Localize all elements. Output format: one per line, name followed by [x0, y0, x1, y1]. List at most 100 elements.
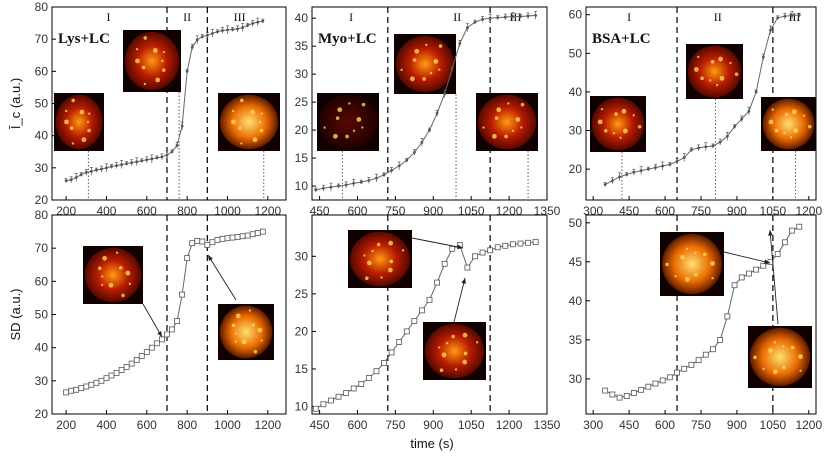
- y-tick-label: 50: [35, 308, 49, 322]
- region-label: II: [453, 10, 461, 24]
- data-point: [320, 401, 327, 408]
- data-point: [502, 242, 509, 249]
- data-point: [93, 379, 100, 386]
- bright-speck: [784, 112, 789, 117]
- data-point: [396, 339, 403, 345]
- data-point: [89, 169, 93, 173]
- data-point: [210, 31, 214, 35]
- data-point: [645, 383, 652, 390]
- bright-speck: [345, 134, 349, 139]
- data-point: [373, 368, 380, 375]
- bright-speck: [451, 334, 456, 339]
- data-point: [464, 264, 471, 271]
- bright-speck: [665, 262, 669, 267]
- data-point: [350, 385, 357, 392]
- bright-speck: [152, 48, 158, 53]
- data-point: [381, 360, 387, 366]
- y-tick-label: 35: [569, 333, 583, 347]
- arrow-head: [157, 331, 162, 337]
- bright-speck: [507, 102, 510, 105]
- data-point: [403, 328, 410, 335]
- sample-image: [748, 326, 812, 388]
- bright-speck: [143, 82, 147, 86]
- data-point: [747, 109, 751, 113]
- data-point: [487, 247, 494, 254]
- data-point: [419, 307, 425, 314]
- chart-panel-3: 200 400 600 800 1000 1200 20 30 40 50 60 70 80 SD (a.…: [8, 208, 287, 432]
- series-line: [604, 226, 800, 399]
- data-point: [616, 394, 623, 401]
- x-tick-label: 1050: [458, 418, 485, 432]
- bright-speck: [454, 368, 458, 371]
- data-point: [84, 170, 88, 174]
- x-tick-label: 750: [691, 204, 711, 218]
- bright-speck: [710, 59, 715, 64]
- data-point: [312, 405, 319, 412]
- arrow-head: [208, 255, 213, 261]
- data-point: [761, 55, 765, 59]
- bright-speck: [768, 348, 773, 353]
- bright-speck: [409, 76, 415, 82]
- data-point: [246, 23, 250, 27]
- data-point: [710, 346, 716, 353]
- data-point: [666, 374, 673, 381]
- bright-speck: [235, 313, 241, 319]
- bright-speck: [789, 136, 793, 139]
- sample-image: [761, 97, 816, 151]
- bright-speck: [121, 293, 125, 298]
- bright-speck: [260, 339, 263, 342]
- data-point: [110, 165, 113, 168]
- x-tick-label: 1050: [458, 204, 485, 218]
- bright-speck: [102, 255, 108, 261]
- data-point: [169, 326, 175, 333]
- bright-speck: [619, 136, 622, 139]
- bright-speck: [729, 61, 732, 65]
- bright-speck: [734, 72, 739, 77]
- x-tick-label: 1350: [534, 418, 561, 432]
- y-tick-label: 40: [35, 129, 49, 143]
- data-point: [746, 270, 752, 277]
- sample-image: [590, 96, 646, 152]
- data-point: [790, 14, 794, 17]
- bright-speck: [700, 76, 704, 81]
- bright-speck: [429, 71, 433, 75]
- bright-speck: [711, 277, 714, 280]
- bright-speck: [762, 367, 765, 371]
- data-point: [534, 13, 538, 17]
- bright-speck: [162, 50, 166, 54]
- data-point: [724, 313, 731, 320]
- data-point: [251, 22, 255, 25]
- data-point: [603, 183, 607, 186]
- data-point: [145, 158, 149, 162]
- bright-speck: [231, 323, 236, 328]
- region-label: I: [106, 10, 110, 24]
- bright-speck: [400, 68, 403, 72]
- data-point: [133, 357, 140, 363]
- data-point: [78, 385, 85, 392]
- bright-speck: [86, 120, 90, 124]
- data-point: [796, 223, 803, 230]
- bright-speck: [774, 128, 779, 133]
- bright-speck: [231, 119, 236, 125]
- bright-speck: [694, 251, 697, 255]
- data-point: [143, 349, 150, 355]
- data-point: [190, 45, 194, 49]
- data-point: [128, 360, 135, 367]
- y-tick-label: 70: [35, 241, 49, 255]
- data-point: [115, 164, 118, 167]
- y-tick-label: 30: [295, 249, 309, 263]
- x-axis-label: time (s): [410, 436, 453, 451]
- bright-speck: [64, 119, 69, 125]
- data-point: [458, 41, 462, 45]
- bright-speck: [597, 119, 603, 125]
- droplet-disk: [349, 231, 411, 287]
- data-point: [199, 238, 206, 245]
- bright-speck: [612, 131, 616, 135]
- annotation-arrow: [723, 251, 771, 264]
- data-point: [329, 185, 333, 189]
- data-point: [375, 176, 378, 180]
- bright-speck: [614, 112, 618, 116]
- x-tick-label: 400: [96, 204, 116, 218]
- data-point: [261, 19, 265, 23]
- data-point: [631, 390, 637, 396]
